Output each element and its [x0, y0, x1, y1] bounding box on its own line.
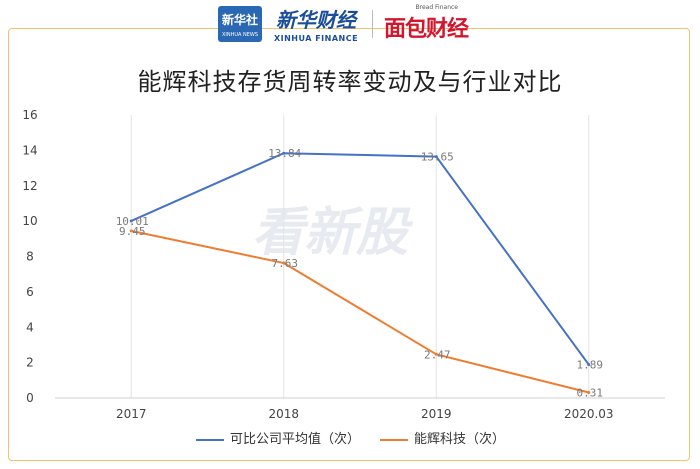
- data-point: [129, 219, 133, 223]
- data-point: [434, 155, 438, 159]
- xinhua-logo-text: 新华社: [221, 13, 258, 27]
- y-tick-label: 4: [26, 320, 34, 334]
- x-tick-label: 2017: [116, 407, 147, 421]
- legend: 可比公司平均值（次） 能辉科技（次）: [0, 428, 700, 448]
- data-label: 13.84: [268, 147, 301, 160]
- legend-swatch-orange: [380, 438, 408, 441]
- logo-bar: 新华社 XINHUA NEWS 新华财经 XINHUA FINANCE Brea…: [0, 0, 700, 46]
- series-line-1: [131, 229, 589, 394]
- legend-item-nenghui: 能辉科技（次）: [380, 428, 505, 447]
- series-line-0: [130, 152, 590, 366]
- data-label: 2.47: [424, 348, 451, 361]
- y-tick-label: 14: [22, 143, 37, 157]
- legend-label-nenghui: 能辉科技（次）: [414, 432, 506, 447]
- legend-label-comparable-average: 可比公司平均值（次）: [230, 432, 361, 447]
- data-point: [282, 151, 286, 155]
- y-tick-label: 2: [26, 356, 34, 370]
- series-lines: [129, 151, 591, 395]
- data-point: [129, 229, 133, 233]
- y-tick-label: 16: [22, 108, 37, 122]
- data-label: 13.65: [421, 151, 454, 164]
- data-labels: 10.01 13.84 13.65 1.89 9.45 7.63 2.47 0.31: [116, 147, 603, 399]
- x-tick-label: 2019: [421, 407, 452, 421]
- data-label: 0.31: [577, 387, 604, 400]
- xinhua-finance-logo-text: 新华财经: [276, 8, 356, 32]
- data-point: [587, 363, 591, 367]
- y-tick-label: 12: [22, 179, 37, 193]
- data-label: 9.45: [119, 225, 146, 238]
- legend-item-comparable-average: 可比公司平均值（次）: [196, 428, 360, 447]
- chart-title: 能辉科技存货周转率变动及与行业对比: [137, 68, 563, 96]
- x-tick-label: 2018: [268, 407, 299, 421]
- bread-finance-logo: Bread Finance 面包财经: [384, 4, 476, 43]
- gridlines: [130, 115, 590, 398]
- xinhua-finance-logo-subtext: XINHUA FINANCE: [273, 34, 359, 43]
- legend-swatch-blue: [196, 438, 224, 441]
- data-label: 1.89: [577, 359, 604, 372]
- xinhua-news-logo: 新华社 XINHUA NEWS: [218, 6, 262, 42]
- data-label: 10.01: [116, 215, 149, 228]
- logo-divider: [372, 10, 373, 38]
- bread-finance-logo-text: 面包财经: [384, 17, 469, 42]
- y-tick-label: 8: [26, 250, 34, 264]
- axes: 0 2 4 6 8 10 12 14 16 2017 2018 2019 2020.03: [22, 108, 665, 421]
- data-point: [587, 391, 591, 395]
- xinhua-finance-logo: 新华财经 XINHUA FINANCE: [266, 4, 366, 43]
- watermark-text: 看新股: [252, 203, 414, 263]
- data-point: [434, 352, 438, 356]
- y-tick-label: 10: [22, 214, 37, 228]
- bread-finance-logo-subtext: Bread Finance: [415, 4, 459, 11]
- data-label: 7.63: [272, 257, 299, 270]
- data-point: [282, 261, 286, 265]
- xinhua-logo-subtext: XINHUA NEWS: [221, 32, 259, 38]
- y-tick-label: 0: [26, 391, 34, 405]
- y-tick-label: 6: [26, 285, 34, 299]
- x-tick-label: 2020.03: [564, 407, 614, 421]
